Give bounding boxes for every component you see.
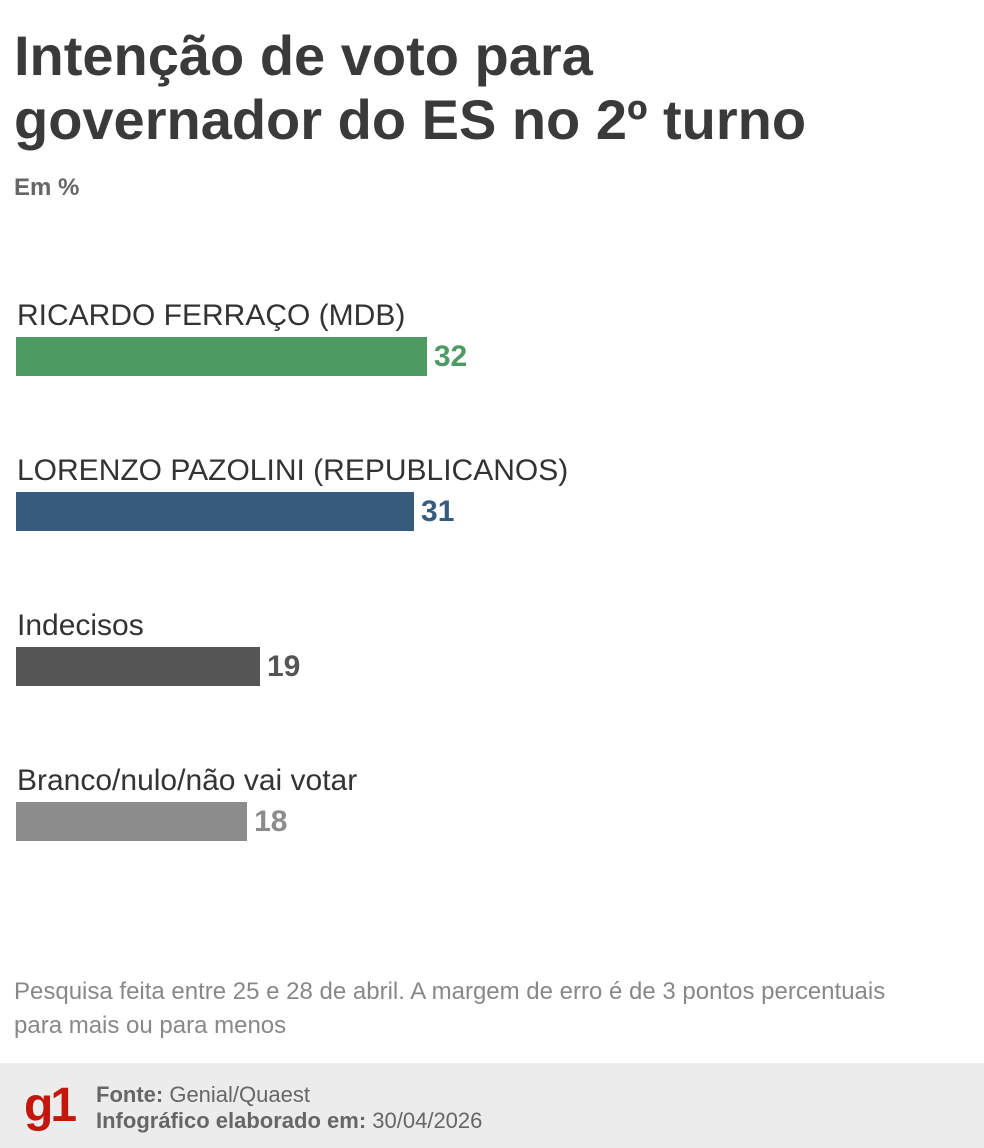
bar [16,337,427,376]
source-line: Fonte: Genial/Quaest [96,1082,310,1108]
value-label: 19 [266,650,301,683]
category-label: Indecisos [17,609,144,642]
source-label: Fonte: [96,1082,164,1107]
bar [16,647,260,686]
bar [16,492,415,531]
logo: g1 [24,1079,77,1132]
value-label: 32 [433,340,468,373]
category-label: RICARDO FERRAÇO (MDB) [17,299,406,332]
chart-subtitle: Em % [14,174,80,201]
chart-title: Intenção de voto para governador do ES n… [14,24,807,151]
footer [0,1063,984,1148]
category-label: LORENZO PAZOLINI (REPUBLICANOS) [17,454,569,487]
source: Genial/Quaest [169,1082,310,1107]
chart-note: Pesquisa feita entre 25 e 28 de abril. A… [14,978,886,1039]
date: 30/04/2026 [372,1108,483,1133]
value-label: 31 [421,495,455,528]
date-label: Infográfico elaborado em: [96,1108,367,1133]
bar [16,802,248,841]
value-label: 18 [254,805,288,838]
category-label: Branco/nulo/não vai votar [17,764,358,797]
date-line: Infográfico elaborado em: 30/04/2026 [96,1108,482,1134]
